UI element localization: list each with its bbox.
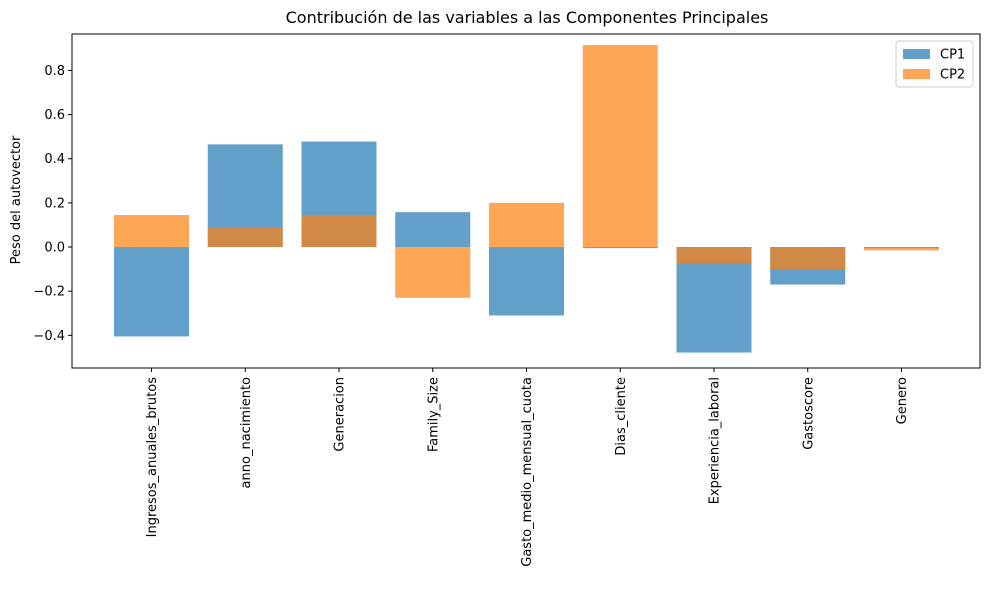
chart-title: Contribución de las variables a las Comp… — [286, 8, 769, 27]
bar-cp2-dias-cliente — [582, 45, 658, 248]
y-tick-label: 0.0 — [44, 241, 65, 256]
x-tick-label: anno_nacimiento — [239, 377, 254, 488]
legend-label-cp2: CP2 — [940, 68, 965, 83]
x-tick-label: Gastoscore — [801, 377, 816, 450]
bars-group — [114, 45, 939, 353]
legend-swatch-cp1 — [903, 49, 930, 59]
bar-cp2-anno-nacimiento — [207, 227, 283, 248]
bar-cp2-genero — [864, 247, 939, 251]
y-tick-label: 0.4 — [44, 152, 65, 167]
y-tick-label: 0.6 — [44, 108, 65, 123]
bar-cp2-gasto-medio-mensual-cuota — [489, 202, 564, 248]
bar-cp1-dias-cliente — [582, 247, 658, 249]
legend-swatch-cp2 — [903, 69, 930, 79]
bar-cp1-ingresos-anuales-brutos — [114, 247, 189, 337]
y-tick-label: −0.4 — [33, 329, 65, 344]
x-tick-label: Family_Size — [426, 377, 441, 452]
bar-cp1-family-size — [395, 212, 471, 248]
x-tick-label: Experiencia_laboral — [708, 377, 723, 504]
x-axis: Ingresos_anuales_brutos anno_nacimiento Ge… — [145, 368, 910, 567]
x-tick-label: Genero — [895, 377, 910, 424]
y-tick-label: 0.2 — [44, 196, 65, 211]
y-tick-label: −0.2 — [33, 285, 65, 300]
y-axis-label: Peso del autovector — [9, 135, 24, 264]
x-tick-label: Gasto_medio_mensual_cuota — [520, 377, 535, 567]
y-axis: −0.4 −0.2 0.0 0.2 0.4 0.6 0.8 — [33, 64, 72, 344]
bar-cp2-generacion — [301, 215, 377, 248]
bar-cp1-gasto-medio-mensual-cuota — [489, 247, 564, 316]
plot-frame — [71, 33, 981, 369]
bar-cp2-experiencia-laboral — [676, 247, 752, 264]
y-tick-label: 0.8 — [44, 64, 65, 79]
bar-cp2-ingresos-anuales-brutos — [114, 215, 189, 248]
x-tick-label: Dias_cliente — [614, 377, 629, 456]
bar-cp2-family-size — [395, 247, 471, 298]
x-tick-label: Ingresos_anuales_brutos — [145, 377, 160, 538]
legend-label-cp1: CP1 — [940, 48, 965, 63]
bar-cp2-gastoscore — [770, 247, 846, 270]
bar-cp1-experiencia-laboral — [676, 247, 752, 353]
x-tick-label: Generacion — [333, 377, 348, 452]
